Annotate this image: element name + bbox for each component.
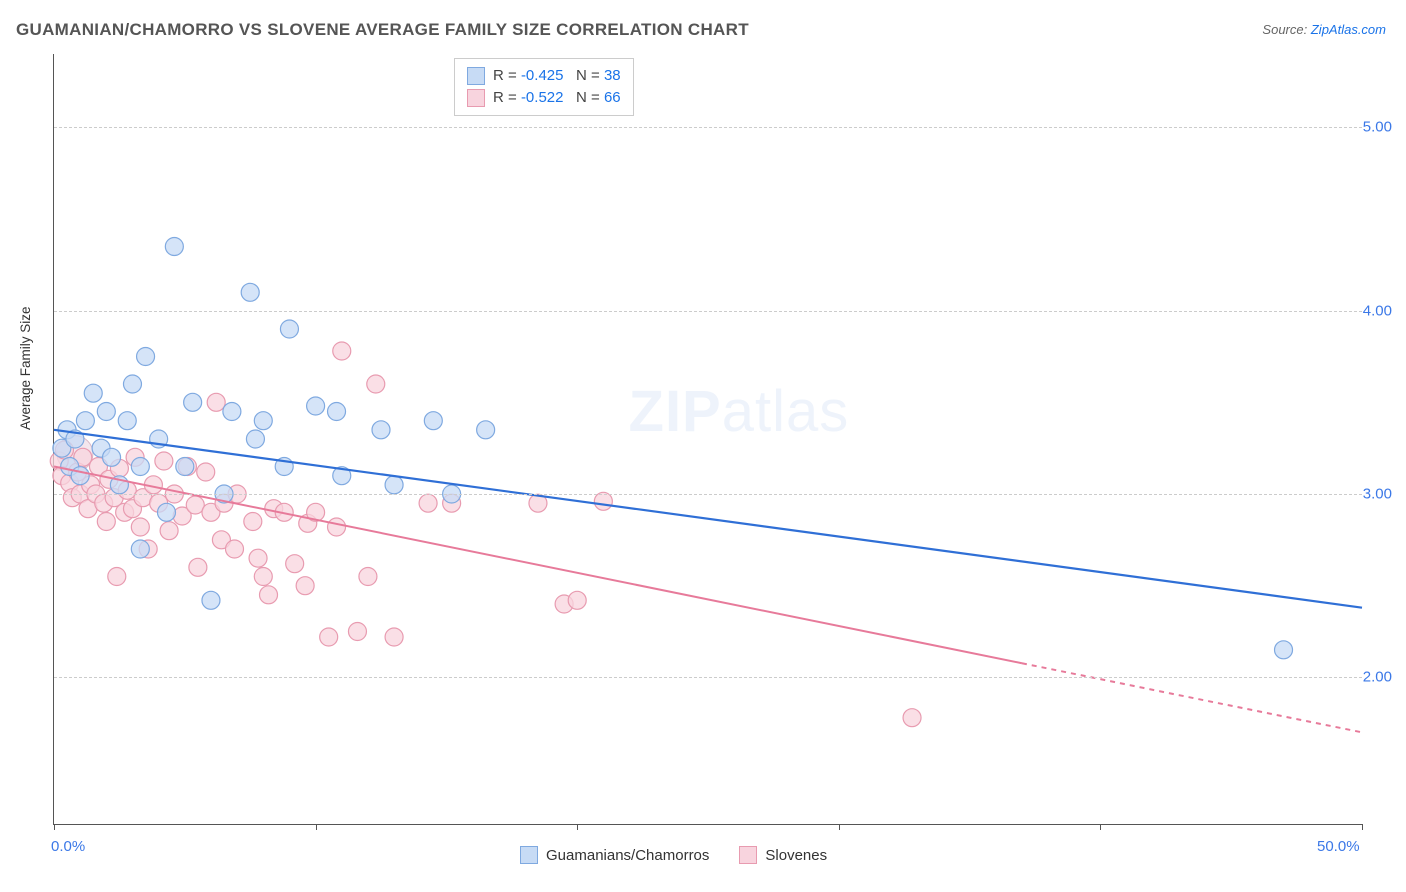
gridline	[54, 494, 1362, 495]
point-slovenes	[568, 591, 586, 609]
x-tick	[1100, 824, 1101, 830]
scatter-svg	[54, 54, 1362, 824]
x-tick-label: 0.0%	[51, 838, 85, 855]
point-guamanians	[123, 375, 141, 393]
point-guamanians	[254, 412, 272, 430]
x-tick-label: 50.0%	[1317, 838, 1360, 855]
x-tick	[1362, 824, 1363, 830]
chart-plot-area	[53, 54, 1362, 825]
point-guamanians	[241, 283, 259, 301]
point-guamanians	[223, 403, 241, 421]
point-guamanians	[76, 412, 94, 430]
y-tick-label: 4.00	[1363, 302, 1392, 319]
point-guamanians	[1275, 641, 1293, 659]
point-guamanians	[280, 320, 298, 338]
gridline	[54, 677, 1362, 678]
point-slovenes	[131, 518, 149, 536]
x-tick	[316, 824, 317, 830]
legend-row-slovenes: R = -0.522 N = 66	[467, 87, 621, 109]
legend-swatch	[467, 67, 485, 85]
point-guamanians	[131, 540, 149, 558]
legend-swatch	[520, 846, 538, 864]
point-guamanians	[372, 421, 390, 439]
point-slovenes	[189, 558, 207, 576]
point-guamanians	[246, 430, 264, 448]
point-slovenes	[155, 452, 173, 470]
point-guamanians	[385, 476, 403, 494]
point-slovenes	[260, 586, 278, 604]
y-tick-label: 3.00	[1363, 486, 1392, 503]
y-axis-label: Average Family Size	[18, 306, 33, 430]
point-guamanians	[157, 503, 175, 521]
point-slovenes	[197, 463, 215, 481]
correlation-legend: R = -0.425 N = 38R = -0.522 N = 66	[454, 58, 634, 116]
trendline-slovenes-extrapolated	[1022, 663, 1362, 732]
point-guamanians	[118, 412, 136, 430]
point-slovenes	[249, 549, 267, 567]
legend-stats: R = -0.425 N = 38	[493, 65, 621, 87]
source-label: Source:	[1262, 22, 1307, 37]
chart-title: GUAMANIAN/CHAMORRO VS SLOVENE AVERAGE FA…	[16, 20, 749, 40]
point-guamanians	[103, 448, 121, 466]
point-slovenes	[594, 492, 612, 510]
point-slovenes	[226, 540, 244, 558]
point-guamanians	[71, 467, 89, 485]
point-slovenes	[296, 577, 314, 595]
point-guamanians	[328, 403, 346, 421]
point-slovenes	[207, 393, 225, 411]
point-slovenes	[385, 628, 403, 646]
legend-label: Guamanians/Chamorros	[546, 847, 709, 864]
x-tick	[54, 824, 55, 830]
point-guamanians	[307, 397, 325, 415]
legend-item-guamanians: Guamanians/Chamorros	[520, 846, 709, 864]
legend-swatch	[739, 846, 757, 864]
point-slovenes	[328, 518, 346, 536]
point-slovenes	[320, 628, 338, 646]
point-guamanians	[202, 591, 220, 609]
point-guamanians	[184, 393, 202, 411]
y-tick-label: 5.00	[1363, 119, 1392, 136]
legend-item-slovenes: Slovenes	[739, 846, 827, 864]
legend-label: Slovenes	[765, 847, 827, 864]
point-slovenes	[903, 709, 921, 727]
point-guamanians	[137, 348, 155, 366]
point-slovenes	[359, 568, 377, 586]
legend-stats: R = -0.522 N = 66	[493, 87, 621, 109]
point-slovenes	[367, 375, 385, 393]
point-guamanians	[477, 421, 495, 439]
point-slovenes	[419, 494, 437, 512]
point-guamanians	[165, 238, 183, 256]
x-tick	[577, 824, 578, 830]
point-guamanians	[97, 403, 115, 421]
y-tick-label: 2.00	[1363, 669, 1392, 686]
point-slovenes	[97, 513, 115, 531]
point-guamanians	[176, 458, 194, 476]
point-slovenes	[254, 568, 272, 586]
x-tick	[839, 824, 840, 830]
source-link[interactable]: ZipAtlas.com	[1311, 22, 1386, 37]
series-legend: Guamanians/Chamorros Slovenes	[520, 846, 827, 864]
source-attribution: Source: ZipAtlas.com	[1262, 22, 1386, 37]
point-guamanians	[131, 458, 149, 476]
point-slovenes	[348, 623, 366, 641]
legend-swatch	[467, 89, 485, 107]
point-slovenes	[160, 522, 178, 540]
point-slovenes	[333, 342, 351, 360]
legend-row-guamanians: R = -0.425 N = 38	[467, 65, 621, 87]
point-slovenes	[244, 513, 262, 531]
point-slovenes	[286, 555, 304, 573]
point-slovenes	[108, 568, 126, 586]
point-guamanians	[424, 412, 442, 430]
gridline	[54, 127, 1362, 128]
point-guamanians	[84, 384, 102, 402]
gridline	[54, 311, 1362, 312]
